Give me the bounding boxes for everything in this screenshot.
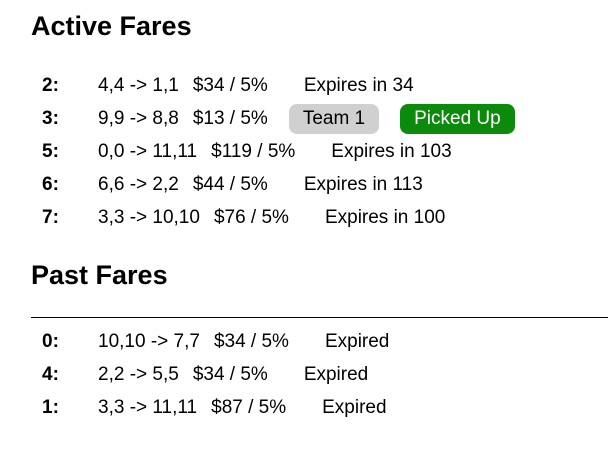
fare-id: 5: bbox=[42, 141, 59, 162]
fare-price: $76 / 5% bbox=[213, 207, 289, 228]
fare-route: 3,3 -> 10,10 bbox=[98, 207, 200, 228]
picked-up-badge: Picked Up bbox=[400, 103, 515, 134]
fare-row: 7: 3,3 -> 10,10 $76 / 5% Expires in 100 bbox=[42, 201, 515, 234]
fare-price: $44 / 5% bbox=[192, 174, 268, 195]
fare-row: 6: 6,6 -> 2,2 $44 / 5% Expires in 113 bbox=[42, 168, 515, 201]
fare-route: 9,9 -> 8,8 bbox=[98, 108, 179, 129]
fare-route: 0,0 -> 11,11 bbox=[98, 141, 198, 162]
fare-price: $119 / 5% bbox=[211, 141, 296, 162]
fare-price: $13 / 5% bbox=[192, 108, 268, 129]
active-fares-heading: Active Fares bbox=[31, 11, 192, 41]
fare-row: 3: 9,9 -> 8,8 $13 / 5% Team 1 Picked Up bbox=[42, 102, 515, 135]
fare-id: 6: bbox=[42, 174, 59, 195]
fare-route: 3,3 -> 11,11 bbox=[98, 397, 198, 418]
fare-id: 7: bbox=[42, 207, 59, 228]
team-badge: Team 1 bbox=[288, 103, 380, 134]
fare-route: 2,2 -> 5,5 bbox=[98, 364, 179, 385]
fare-row: 5: 0,0 -> 11,11 $119 / 5% Expires in 103 bbox=[42, 135, 515, 168]
fare-status: Expired bbox=[322, 397, 387, 418]
fare-route: 10,10 -> 7,7 bbox=[98, 331, 200, 352]
fare-id: 4: bbox=[42, 364, 59, 385]
fare-status: Expires in 113 bbox=[303, 174, 423, 195]
fare-row: 1: 3,3 -> 11,11 $87 / 5% Expired bbox=[42, 391, 389, 424]
active-fares-list: 2: 4,4 -> 1,1 $34 / 5% Expires in 34 3: … bbox=[42, 69, 515, 234]
fare-price: $34 / 5% bbox=[192, 364, 268, 385]
fare-price: $87 / 5% bbox=[211, 397, 287, 418]
fare-status: Expired bbox=[303, 364, 369, 385]
fare-status: Expired bbox=[324, 331, 390, 352]
fare-id: 1: bbox=[42, 397, 59, 418]
fare-id: 3: bbox=[42, 108, 59, 129]
fare-route: 6,6 -> 2,2 bbox=[98, 174, 179, 195]
past-fares-heading: Past Fares bbox=[31, 260, 168, 290]
fare-status: Expires in 103 bbox=[331, 141, 452, 162]
fare-status: Expires in 100 bbox=[324, 207, 446, 228]
section-divider bbox=[31, 317, 608, 318]
fare-row: 0: 10,10 -> 7,7 $34 / 5% Expired bbox=[42, 325, 389, 358]
fare-route: 4,4 -> 1,1 bbox=[98, 75, 179, 96]
fare-price: $34 / 5% bbox=[192, 75, 268, 96]
fare-status: Expires in 34 bbox=[303, 75, 414, 96]
fare-price: $34 / 5% bbox=[213, 331, 289, 352]
past-fares-list: 0: 10,10 -> 7,7 $34 / 5% Expired 4: 2,2 … bbox=[42, 325, 389, 424]
fare-id: 0: bbox=[42, 331, 59, 352]
fare-id: 2: bbox=[42, 75, 59, 96]
fare-row: 2: 4,4 -> 1,1 $34 / 5% Expires in 34 bbox=[42, 69, 515, 102]
fare-row: 4: 2,2 -> 5,5 $34 / 5% Expired bbox=[42, 358, 389, 391]
